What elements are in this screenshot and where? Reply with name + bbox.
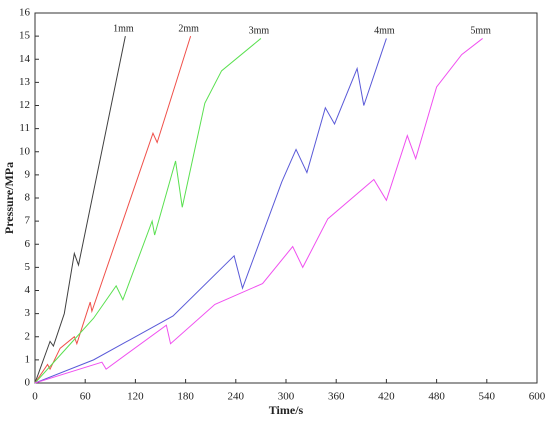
x-tick-label: 600 [529,391,546,403]
y-tick-label: 16 [19,7,31,19]
x-tick-label: 540 [479,391,496,403]
y-tick-label: 0 [25,377,31,389]
x-tick-label: 0 [32,391,38,403]
series-label: 4mm [374,26,395,37]
y-tick-label: 13 [19,76,31,88]
y-tick-label: 12 [19,99,30,111]
x-tick-label: 180 [177,391,194,403]
x-tick-label: 420 [378,391,395,403]
series-label: 3mm [249,26,270,37]
x-tick-label: 240 [228,391,245,403]
y-axis-label: Pressure/MPa [2,162,16,234]
y-tick-label: 2 [25,330,31,342]
y-tick-label: 15 [19,30,31,42]
y-tick-label: 11 [19,122,30,134]
series-line [34,38,262,384]
series-line [34,36,126,384]
y-tick-label: 9 [25,168,31,180]
y-tick-label: 3 [25,307,31,319]
x-tick-label: 300 [278,391,295,403]
series-label: 5mm [470,26,491,37]
series-label: 1mm [113,23,134,34]
x-tick-label: 120 [127,391,144,403]
y-tick-label: 7 [25,215,31,227]
y-tick-label: 5 [25,261,31,273]
x-axis-label: Time/s [269,403,304,417]
x-tick-label: 60 [80,391,92,403]
plot-frame [34,12,538,384]
y-tick-label: 8 [25,192,31,204]
y-tick-label: 1 [25,353,31,365]
y-tick-label: 10 [19,145,31,157]
y-tick-label: 4 [25,284,31,296]
series-label: 2mm [178,23,199,34]
y-tick-label: 6 [25,238,31,250]
x-tick-label: 480 [428,391,445,403]
y-tick-label: 14 [19,53,31,65]
series-line [34,38,387,384]
x-tick-label: 360 [328,391,345,403]
series-line [34,38,483,384]
